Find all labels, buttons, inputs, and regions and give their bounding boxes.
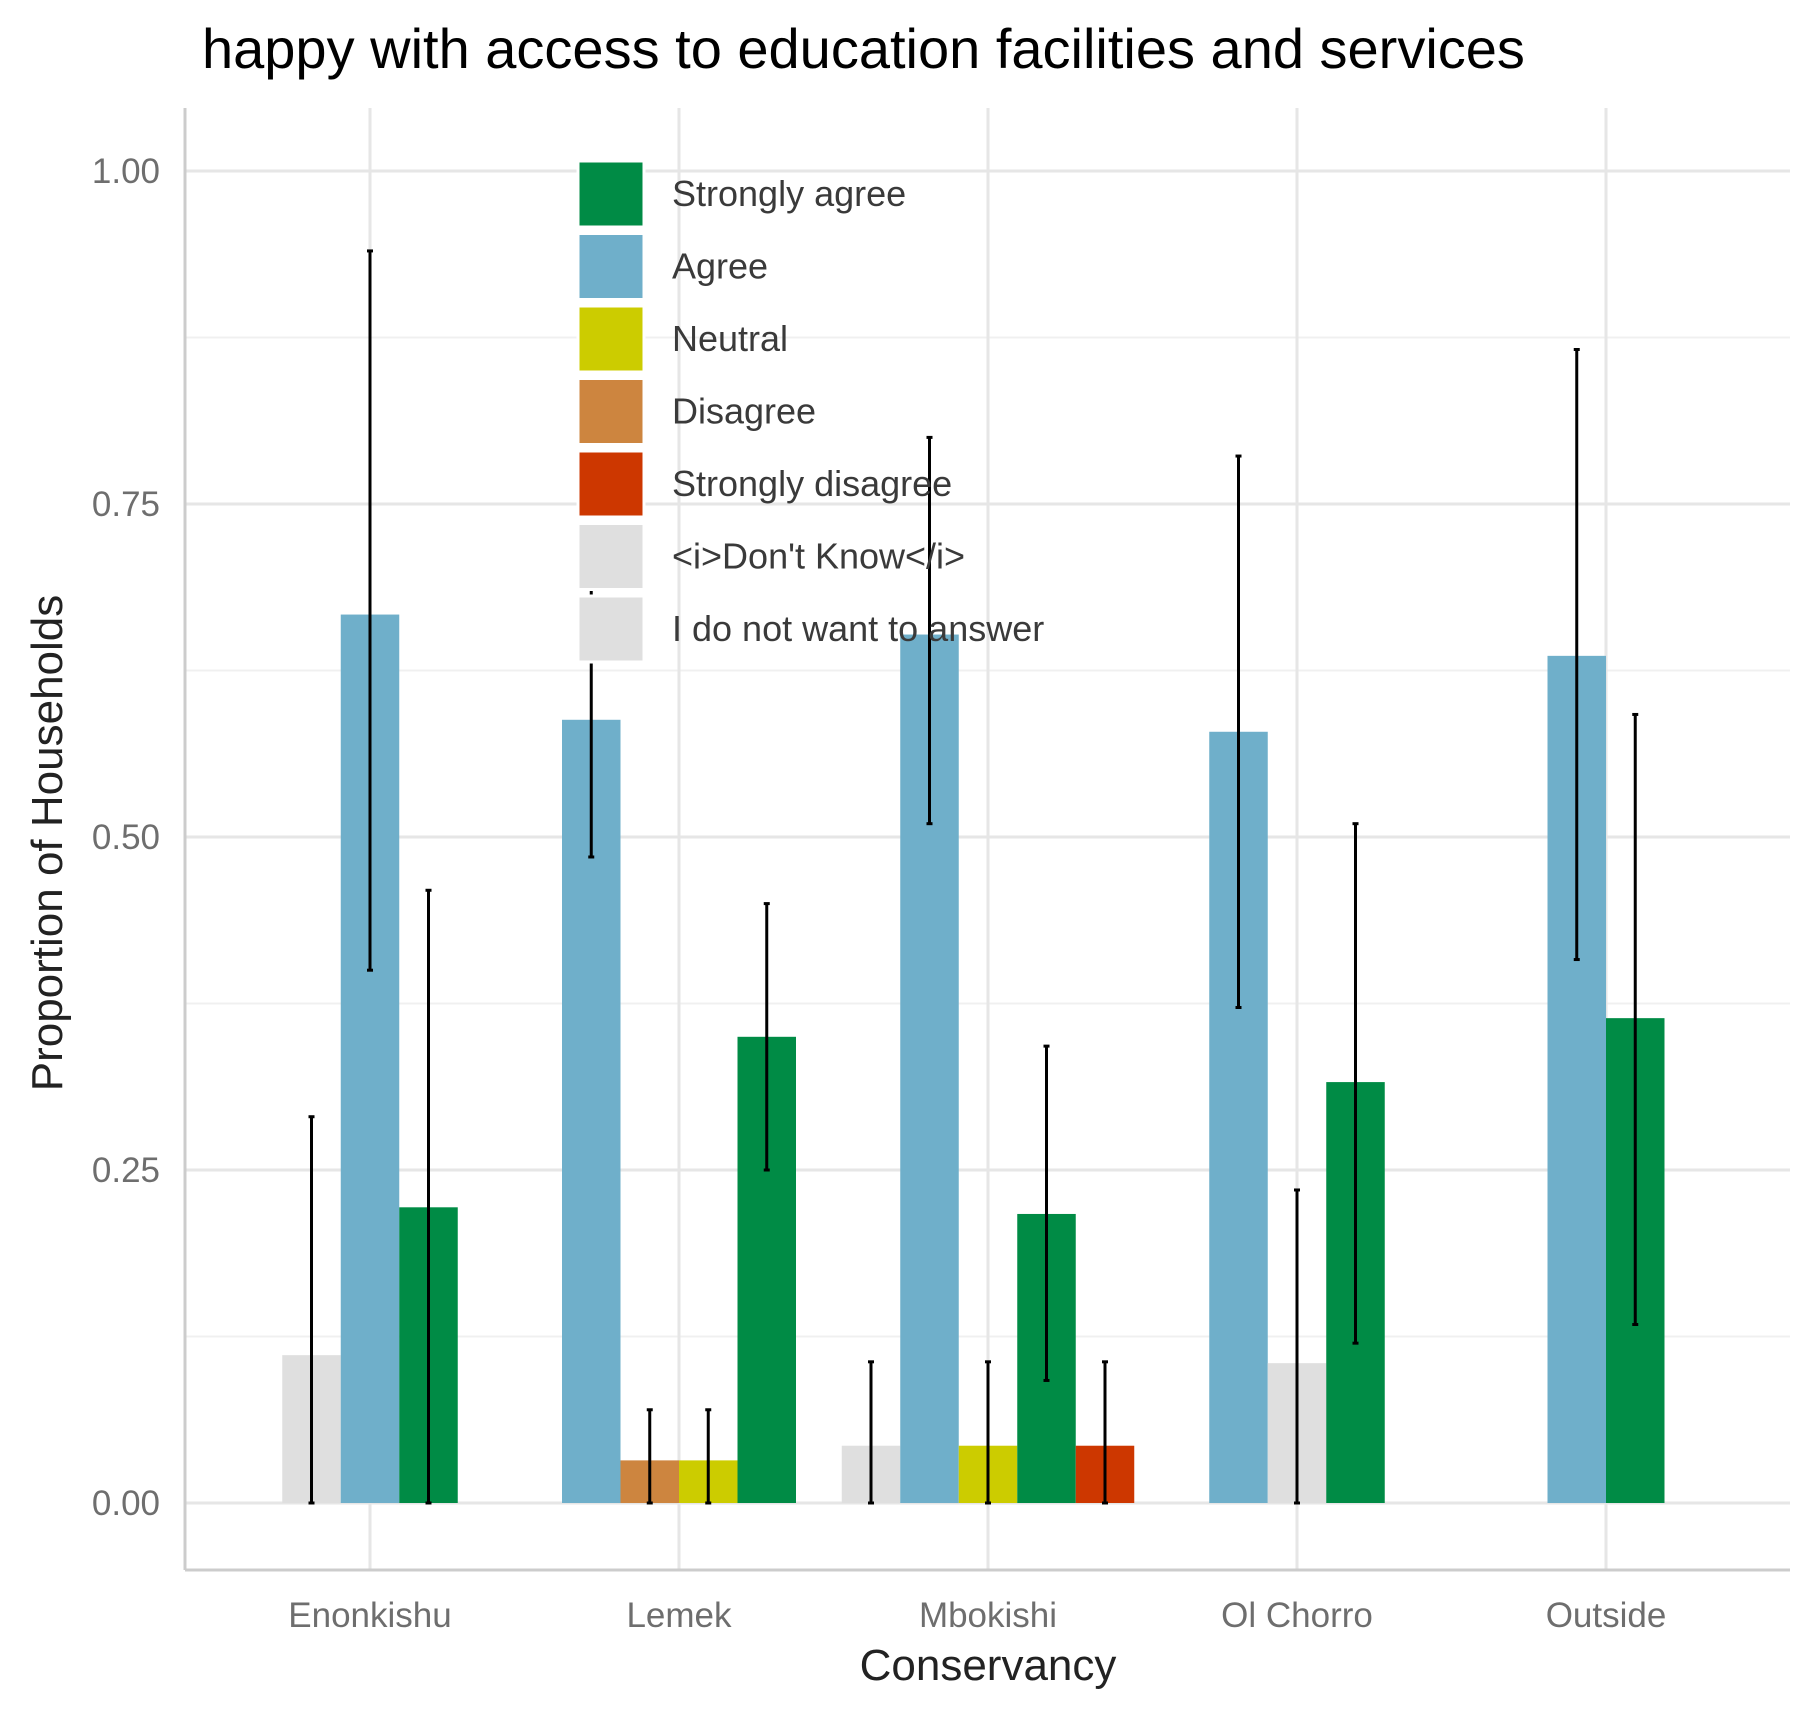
tick-labels: 0.00 0.25 0.50 0.75 1.00 Enonkishu Lemek Mbokis… <box>92 152 1666 1635</box>
x-axis-title: Conservancy <box>860 1641 1117 1690</box>
y-tick-label: 0.00 <box>92 1484 160 1523</box>
error-bars <box>308 249 1639 1505</box>
legend-key <box>576 522 646 591</box>
legend-label: Strongly disagree <box>672 463 952 504</box>
chart-title: happy with access to education facilitie… <box>202 17 1525 80</box>
y-tick-label: 0.50 <box>92 818 160 857</box>
legend-label: <i>Don't Know</i> <box>672 536 965 577</box>
x-tick-label: Outside <box>1546 1596 1667 1635</box>
legend-key <box>576 594 646 664</box>
y-axis-title: Proportion of Households <box>23 595 72 1092</box>
axes <box>183 108 1790 1572</box>
y-tick-label: 1.00 <box>92 152 160 191</box>
legend: Strongly agree Agree Neutral Disagree Strong… <box>576 159 1044 664</box>
y-tick-label: 0.25 <box>92 1151 160 1190</box>
legend-label: Disagree <box>672 391 816 432</box>
y-tick-label: 0.75 <box>92 485 160 524</box>
x-tick-label: Enonkishu <box>288 1596 451 1635</box>
legend-key <box>576 377 646 446</box>
legend-key <box>576 159 646 229</box>
bars <box>282 614 1665 1503</box>
legend-key <box>576 449 646 519</box>
legend-label: Neutral <box>672 318 788 359</box>
x-tick-label: Mbokishi <box>919 1596 1057 1635</box>
x-tick-label: Ol Chorro <box>1221 1596 1373 1635</box>
x-tick-label: Lemek <box>626 1596 732 1635</box>
legend-label: Agree <box>672 246 768 287</box>
legend-label: I do not want to answer <box>672 608 1044 649</box>
legend-key <box>576 304 646 374</box>
legend-label: Strongly agree <box>672 173 906 214</box>
legend-key <box>576 232 646 301</box>
